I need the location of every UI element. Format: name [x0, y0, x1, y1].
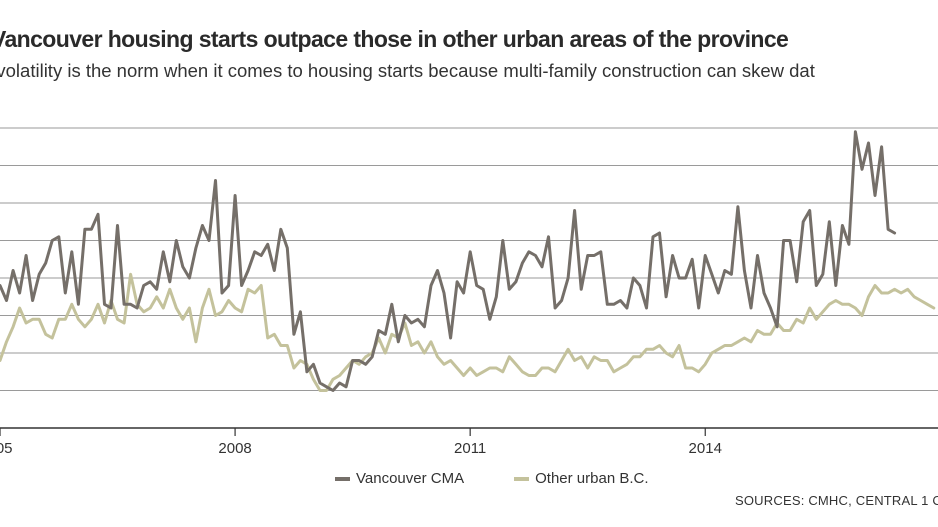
- legend: Vancouver CMA Other urban B.C.: [335, 470, 699, 487]
- source-note: SOURCES: CMHC, CENTRAL 1 CR: [735, 493, 938, 508]
- x-tick-label-2014: 2014: [689, 440, 722, 457]
- x-tick-label-2008: 2008: [218, 440, 251, 457]
- chart-title: Vancouver housing starts outpace those i…: [0, 26, 789, 52]
- chart-subtitle: y volatility is the norm when it comes t…: [0, 60, 815, 81]
- legend-item-vancouver: Vancouver CMA: [335, 470, 464, 487]
- x-tick-label-2011: 2011: [454, 440, 486, 457]
- legend-label-vancouver: Vancouver CMA: [356, 470, 465, 487]
- legend-label-other-urban: Other urban B.C.: [535, 470, 649, 487]
- series-group: [0, 130, 936, 392]
- legend-swatch-other-urban: [514, 476, 530, 481]
- x-tick-label-005: 005: [0, 440, 13, 457]
- legend-item-other-urban: Other urban B.C.: [514, 470, 649, 487]
- x-axis: 005 2008 2011 2014: [0, 427, 938, 457]
- series-line-vancouver-cma: [0, 130, 897, 392]
- legend-swatch-vancouver: [335, 476, 350, 481]
- series-line-other-urban-b-c: [0, 272, 936, 392]
